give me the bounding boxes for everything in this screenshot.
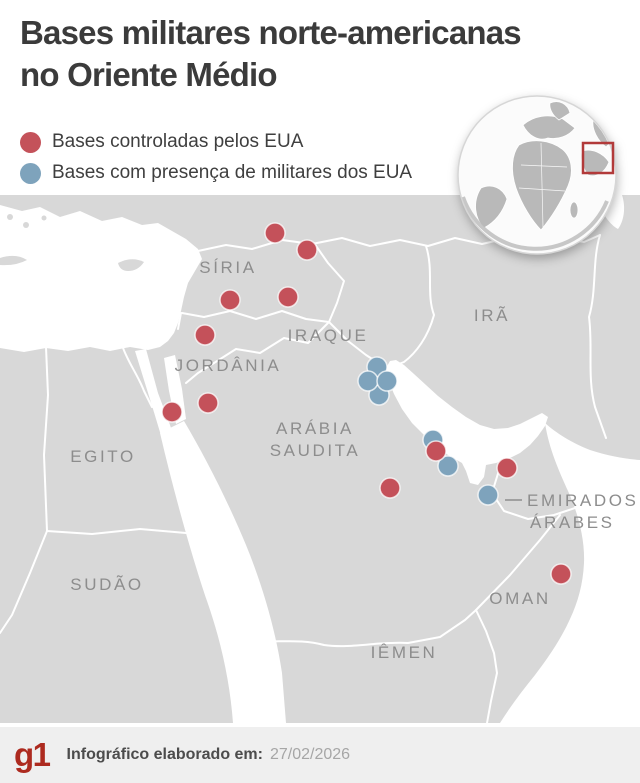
border-saudi-oman [475, 514, 561, 611]
g1-logo: g1 [14, 736, 51, 773]
map-label-iêmen: IÊMEN [371, 643, 438, 662]
base-dot-presence [357, 370, 379, 392]
border-egypt-sudan [46, 528, 214, 535]
base-dot-controlled [161, 401, 183, 423]
base-dot-controlled [496, 457, 518, 479]
border-iran-east [588, 234, 607, 439]
map-label-sudão: SUDÃO [70, 575, 143, 594]
mediterranean-sea [0, 205, 202, 352]
cyprus-island [118, 259, 144, 271]
legend-item-controlled: Bases controladas pelos EUA [20, 131, 412, 153]
persian-gulf [386, 360, 548, 485]
border-israel [177, 312, 182, 330]
globe-rim-shadow [461, 196, 609, 251]
globe-svg [457, 95, 617, 255]
base-dot-presence [437, 455, 459, 477]
title-line-2: no Oriente Médio [20, 56, 278, 94]
map-label-arábia: ARÁBIA [276, 419, 354, 438]
sea-shapes [0, 195, 640, 723]
aegean-island [41, 215, 47, 221]
base-dot-controlled [277, 286, 299, 308]
map-labels-layer: SÍRIA IRAQUE IRÃ JORDÂNIA EGITO ARÁBIA SAUDITA… [70, 258, 638, 662]
map-label-saudita: SAUDITA [270, 441, 361, 460]
aegean-island [7, 214, 13, 220]
base-dot-controlled [296, 239, 318, 261]
border-jordan-saudi [185, 321, 330, 384]
page-title: Bases militares norte-americanas no Orie… [20, 12, 630, 96]
footer-date: 27/02/2026 [269, 746, 351, 763]
base-dot-controlled [379, 477, 401, 499]
border-syria-south [181, 310, 330, 323]
map-label-síria: SÍRIA [199, 258, 256, 277]
base-dot-presence [376, 370, 398, 392]
globe-madagascar [569, 201, 579, 219]
globe-europe [522, 115, 576, 140]
globe-south-america [475, 185, 508, 229]
map-label-oman: OMAN [489, 589, 550, 608]
globe-scandinavia [549, 101, 571, 121]
globe-highlight-rect [581, 141, 615, 175]
map-label-irã: IRÃ [474, 306, 510, 325]
blue-dot-icon [20, 162, 41, 184]
base-dot-controlled [550, 563, 572, 585]
base-dot-presence [477, 484, 499, 506]
border-syria-iraq [313, 242, 345, 323]
base-dot-controlled [425, 440, 447, 462]
arabian-sea [500, 423, 640, 723]
title-line-1: Bases militares norte-americanas [20, 14, 522, 51]
legend: Bases controladas pelos EUA Bases com pr… [20, 131, 412, 184]
country-borders [0, 234, 607, 724]
legend-label: Bases controladas pelos EUA [52, 131, 304, 152]
globe-inset [455, 93, 619, 257]
footer: g1 Infográfico elaborado em: 27/02/2026 [0, 727, 640, 783]
islands [0, 214, 144, 271]
map-label-emirados: EMIRADOS [527, 491, 638, 510]
map-svg: SÍRIA IRAQUE IRÃ JORDÂNIA EGITO ARÁBIA SAUDITA… [0, 195, 640, 724]
base-dot-controlled [197, 392, 219, 414]
aegean-island [23, 222, 29, 228]
legend-label: Bases com presença de militares dos EUA [52, 162, 413, 183]
middle-east-map: SÍRIA IRAQUE IRÃ JORDÂNIA EGITO ARÁBIA SAUDITA… [0, 195, 640, 724]
globe-outline [457, 95, 617, 255]
base-dot-controlled [264, 222, 286, 244]
bases-layer [161, 222, 572, 585]
nile-river [121, 344, 153, 408]
red-dot-icon [20, 131, 41, 153]
border-iraq-iran [395, 245, 435, 366]
base-dot-controlled [219, 289, 241, 311]
border-saudi-yemen [239, 609, 477, 648]
map-label-jordânia: JORDÂNIA [175, 356, 282, 375]
border-oman-yemen [475, 609, 498, 724]
footer-label: Infográfico elaborado em: [66, 746, 263, 763]
legend-item-presence: Bases com presença de militares dos EUA [20, 162, 412, 184]
globe-internal-borders [518, 142, 568, 228]
base-dot-controlled [194, 324, 216, 346]
red-sea [160, 421, 286, 723]
map-label-iraque: IRAQUE [288, 326, 369, 345]
border-sudan-west [0, 530, 48, 634]
map-label-egito: EGITO [70, 447, 136, 466]
map-label-árabes: ÁRABES [530, 513, 615, 532]
crete-island [0, 255, 27, 266]
gulf-of-suez [135, 349, 177, 452]
border-egypt-libya [43, 346, 49, 532]
